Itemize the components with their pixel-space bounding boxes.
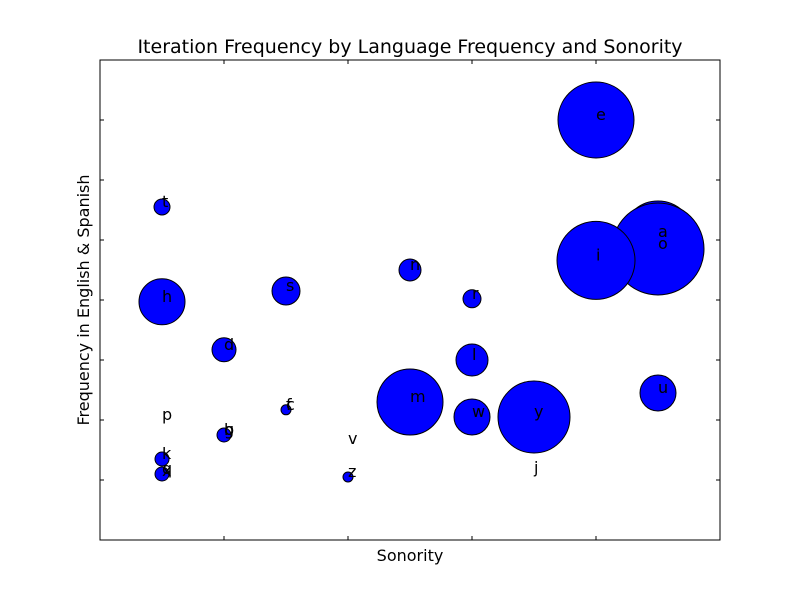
- point-label-e: e: [596, 105, 606, 124]
- point-label-d: d: [224, 335, 234, 354]
- data-point-u: [639, 374, 677, 412]
- point-label-p: p: [162, 405, 172, 424]
- point-label-a: a: [658, 222, 668, 241]
- data-point-s: [271, 276, 301, 306]
- point-label-b: b: [224, 420, 234, 439]
- data-point-i: [556, 220, 636, 300]
- point-label-i: i: [596, 245, 600, 264]
- data-point-b: [216, 427, 232, 443]
- point-label-t: t: [162, 192, 168, 211]
- data-point-n: [398, 258, 422, 282]
- data-point-m: [376, 368, 444, 436]
- plot-frame: [99, 59, 721, 541]
- points-layer: [138, 81, 705, 483]
- point-label-x: x: [162, 461, 171, 480]
- point-label-c: c: [286, 395, 295, 414]
- point-label-z: z: [348, 462, 356, 481]
- ticks-layer: [100, 60, 720, 540]
- point-label-r: r: [472, 284, 479, 303]
- point-label-h: h: [162, 287, 172, 306]
- data-point-y: [497, 380, 571, 454]
- data-point-h: [138, 278, 186, 326]
- data-point-t: [153, 198, 171, 216]
- point-label-g: g: [224, 420, 234, 439]
- point-label-m: m: [410, 387, 426, 406]
- chart-title: Iteration Frequency by Language Frequenc…: [137, 36, 682, 58]
- point-label-n: n: [410, 255, 420, 274]
- x-axis-label: Sonority: [377, 546, 444, 565]
- point-label-o: o: [658, 234, 668, 253]
- point-label-l: l: [472, 345, 476, 364]
- data-point-r: [462, 289, 482, 309]
- data-point-w: [453, 398, 491, 436]
- data-point-z: [342, 471, 354, 483]
- point-label-v: v: [348, 429, 357, 448]
- point-label-s: s: [286, 276, 294, 295]
- data-point-q: [154, 466, 170, 482]
- data-point-d: [211, 337, 237, 363]
- point-label-u: u: [658, 378, 668, 397]
- data-point-c: [280, 404, 292, 416]
- point-label-f: f: [286, 395, 292, 414]
- point-label-j: j: [533, 458, 538, 477]
- y-axis-label: Frequency in English & Spanish: [74, 174, 93, 425]
- data-point-e: [557, 81, 635, 159]
- data-point-l: [455, 343, 489, 377]
- point-label-w: w: [472, 402, 485, 421]
- labels-layer: e ao i y m u w l r n s h t d cf gb p kqx vz j: [162, 105, 668, 481]
- point-label-k: k: [162, 444, 172, 463]
- data-point-k: [154, 451, 170, 467]
- point-label-q: q: [162, 459, 172, 478]
- point-label-y: y: [534, 402, 543, 421]
